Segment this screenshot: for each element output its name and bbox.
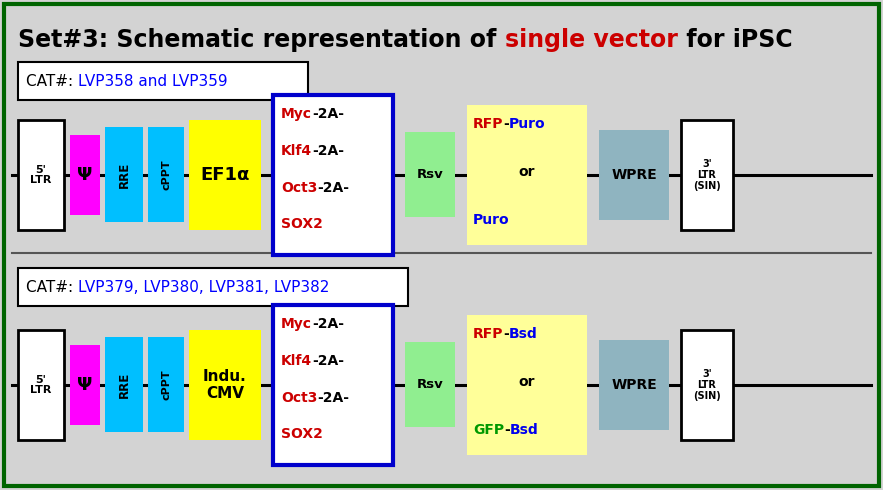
Text: RFP: RFP: [473, 117, 503, 131]
Text: 3'
LTR
(SIN): 3' LTR (SIN): [693, 159, 721, 191]
Text: Bsd: Bsd: [509, 327, 538, 341]
Text: 5'
LTR: 5' LTR: [30, 374, 52, 395]
Text: Myc: Myc: [281, 107, 312, 121]
Text: SOX2: SOX2: [281, 427, 323, 441]
Bar: [405, 343, 455, 427]
Text: Puro: Puro: [473, 213, 509, 227]
Text: or: or: [518, 165, 535, 179]
Bar: [105, 338, 143, 433]
Bar: [189, 120, 261, 230]
Text: single vector: single vector: [504, 28, 677, 52]
Bar: [70, 135, 100, 215]
Text: Rsv: Rsv: [417, 378, 443, 392]
Bar: [273, 305, 393, 465]
Text: Bsd: Bsd: [509, 423, 539, 437]
Bar: [18, 62, 308, 100]
Text: -: -: [503, 117, 509, 131]
Bar: [599, 130, 669, 220]
Bar: [148, 338, 184, 433]
Text: WPRE: WPRE: [611, 378, 657, 392]
Text: Ψ: Ψ: [78, 166, 93, 184]
Text: or: or: [518, 375, 535, 389]
Text: 5'
LTR: 5' LTR: [30, 165, 52, 185]
Text: LVP358 and LVP359: LVP358 and LVP359: [78, 74, 228, 89]
Text: cPPT: cPPT: [161, 160, 171, 190]
Bar: [681, 120, 733, 230]
Bar: [70, 345, 100, 425]
Text: -: -: [503, 327, 509, 341]
Bar: [681, 330, 733, 440]
Bar: [18, 120, 64, 230]
Bar: [599, 340, 669, 430]
Bar: [467, 315, 587, 455]
Text: Myc: Myc: [281, 317, 312, 331]
Text: Set#3: Schematic representation of: Set#3: Schematic representation of: [18, 28, 504, 52]
Text: Oct3: Oct3: [281, 391, 317, 405]
Text: EF1α: EF1α: [200, 166, 250, 184]
Text: GFP: GFP: [473, 423, 504, 437]
Text: SOX2: SOX2: [281, 217, 323, 231]
Text: -2A-: -2A-: [317, 180, 350, 195]
Text: for iPSC: for iPSC: [677, 28, 792, 52]
Text: Klf4: Klf4: [281, 354, 312, 368]
Text: cPPT: cPPT: [161, 369, 171, 400]
Bar: [105, 127, 143, 222]
Bar: [405, 132, 455, 218]
Text: RRE: RRE: [117, 372, 131, 398]
Text: WPRE: WPRE: [611, 168, 657, 182]
Text: -2A-: -2A-: [317, 391, 350, 405]
Bar: [148, 127, 184, 222]
Text: Klf4: Klf4: [281, 144, 312, 158]
Text: Puro: Puro: [509, 117, 546, 131]
Text: Ψ: Ψ: [78, 376, 93, 394]
Text: LVP379, LVP380, LVP381, LVP382: LVP379, LVP380, LVP381, LVP382: [78, 279, 329, 294]
Text: RFP: RFP: [473, 327, 503, 341]
Text: Rsv: Rsv: [417, 169, 443, 181]
Text: -2A-: -2A-: [312, 144, 344, 158]
Bar: [273, 95, 393, 255]
Bar: [467, 105, 587, 245]
Bar: [18, 330, 64, 440]
Text: RRE: RRE: [117, 162, 131, 188]
Text: -: -: [504, 423, 509, 437]
Text: CAT#:: CAT#:: [26, 279, 78, 294]
Bar: [18, 268, 408, 306]
Text: -2A-: -2A-: [312, 107, 344, 121]
Text: 3'
LTR
(SIN): 3' LTR (SIN): [693, 369, 721, 401]
Text: Oct3: Oct3: [281, 180, 317, 195]
Text: -2A-: -2A-: [312, 354, 344, 368]
Text: -2A-: -2A-: [312, 317, 344, 331]
Text: Indu.
CMV: Indu. CMV: [203, 369, 247, 401]
Text: CAT#:: CAT#:: [26, 74, 78, 89]
Bar: [189, 330, 261, 440]
